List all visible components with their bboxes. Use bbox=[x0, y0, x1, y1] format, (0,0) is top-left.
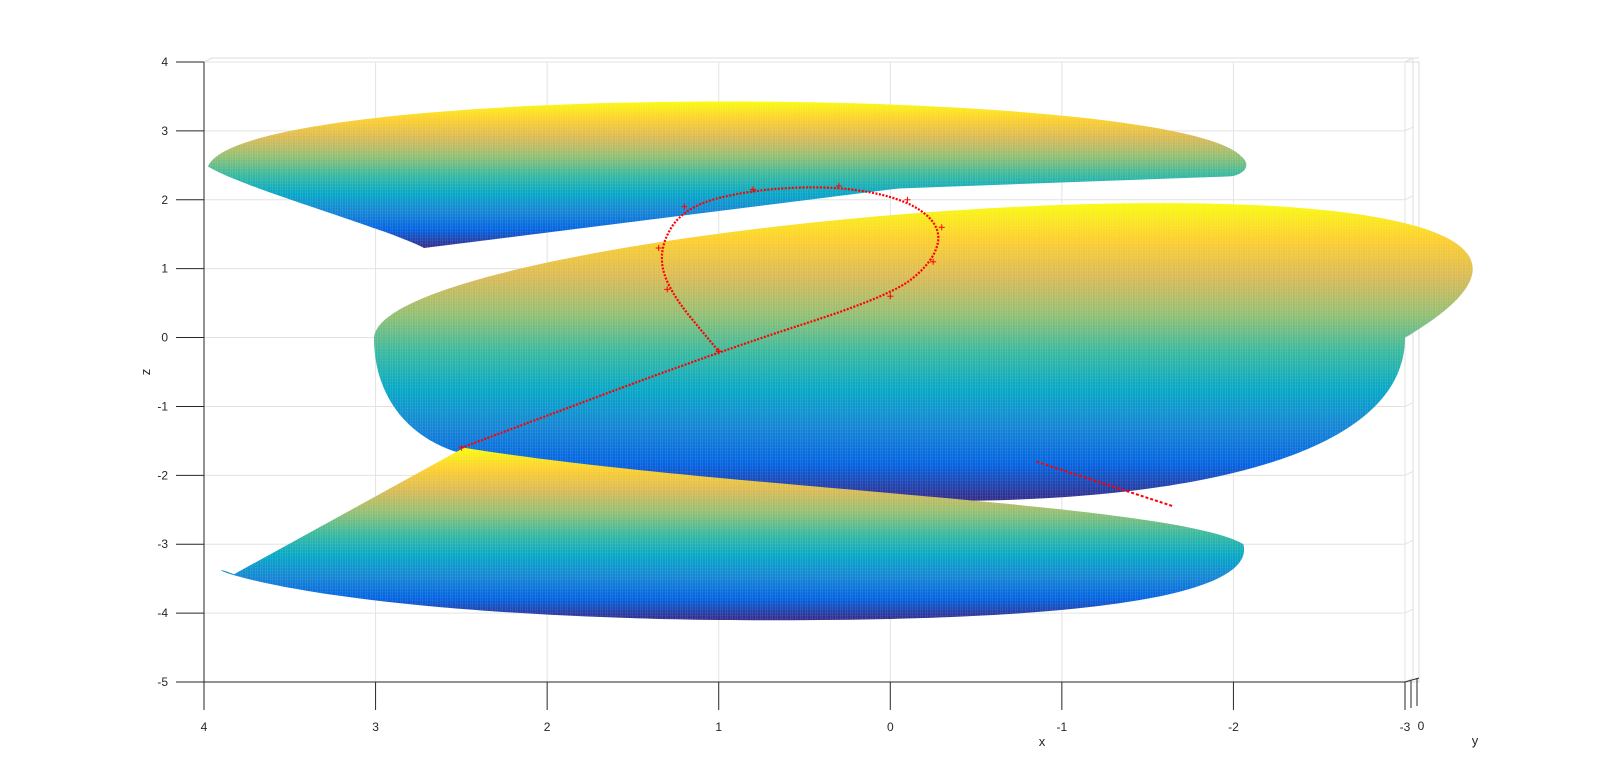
x-tick-label: 4 bbox=[201, 720, 208, 734]
z-grid-line-side bbox=[1404, 333, 1414, 339]
y-tick-label: 0 bbox=[1418, 719, 1425, 733]
z-tick-label: 4 bbox=[161, 55, 168, 69]
x-tick-label: -1 bbox=[1057, 720, 1068, 734]
z-tick-label: -3 bbox=[157, 537, 168, 551]
curve-marker bbox=[887, 293, 894, 300]
z-grid-line-side bbox=[1404, 470, 1414, 476]
surface-upper-mesh bbox=[208, 101, 1247, 248]
curve-marker bbox=[681, 203, 688, 210]
z-grid-line-side bbox=[1404, 195, 1414, 201]
y-axis-ticks: 0 bbox=[1410, 679, 1425, 733]
curve-marker bbox=[715, 348, 722, 355]
curve-marker bbox=[904, 196, 911, 203]
box-edge-top-left bbox=[203, 57, 213, 63]
x-axis-ticks: 4 3 2 1 0 -1 -2 -3 bbox=[201, 682, 1411, 734]
z-tick-label: 2 bbox=[161, 193, 168, 207]
z-tick-label: 1 bbox=[161, 262, 168, 276]
x-tick-label: -3 bbox=[1400, 720, 1411, 734]
helicoid-surface bbox=[208, 101, 1473, 621]
axis-lines bbox=[203, 62, 1420, 683]
x-axis-label: x bbox=[1039, 734, 1046, 749]
z-grid-line-side bbox=[1404, 126, 1414, 132]
y-axis-line bbox=[1404, 677, 1420, 683]
z-grid-line-side bbox=[1404, 608, 1414, 614]
x-tick-label: 0 bbox=[887, 720, 894, 734]
surface-middle-mesh bbox=[374, 203, 1473, 502]
curve-marker bbox=[835, 183, 842, 189]
z-axis-label: z bbox=[138, 369, 153, 376]
z-axis-ticks: 4 3 2 1 0 -1 -2 -3 -4 -5 bbox=[157, 55, 204, 689]
x-tick-label: 1 bbox=[715, 720, 722, 734]
x-tick-label: 3 bbox=[372, 720, 379, 734]
curve-marker bbox=[930, 258, 937, 265]
curve-marker bbox=[655, 245, 662, 251]
z-tick-label: 3 bbox=[161, 124, 168, 138]
red-curve bbox=[458, 183, 1174, 508]
curve-marker bbox=[938, 224, 945, 231]
curve-marker bbox=[458, 444, 465, 451]
surface-lower-mesh bbox=[220, 447, 1245, 621]
curve-line bbox=[460, 186, 940, 449]
y-axis-label: y bbox=[1472, 733, 1479, 748]
z-tick-label: -1 bbox=[157, 399, 168, 413]
z-grid-line-side bbox=[1404, 539, 1414, 545]
z-tick-label: -2 bbox=[157, 468, 168, 482]
curve-tail-segment bbox=[1035, 460, 1174, 508]
curve-marker bbox=[750, 186, 757, 193]
x-tick-label: -2 bbox=[1228, 720, 1239, 734]
curve-marker bbox=[664, 286, 671, 293]
z-tick-label: -4 bbox=[157, 606, 168, 620]
z-tick-label: -5 bbox=[157, 675, 168, 689]
z-grid-line-side bbox=[1404, 57, 1414, 63]
z-grid-line-side bbox=[1404, 401, 1414, 407]
z-tick-label: 0 bbox=[161, 331, 168, 345]
x-tick-label: 2 bbox=[544, 720, 551, 734]
